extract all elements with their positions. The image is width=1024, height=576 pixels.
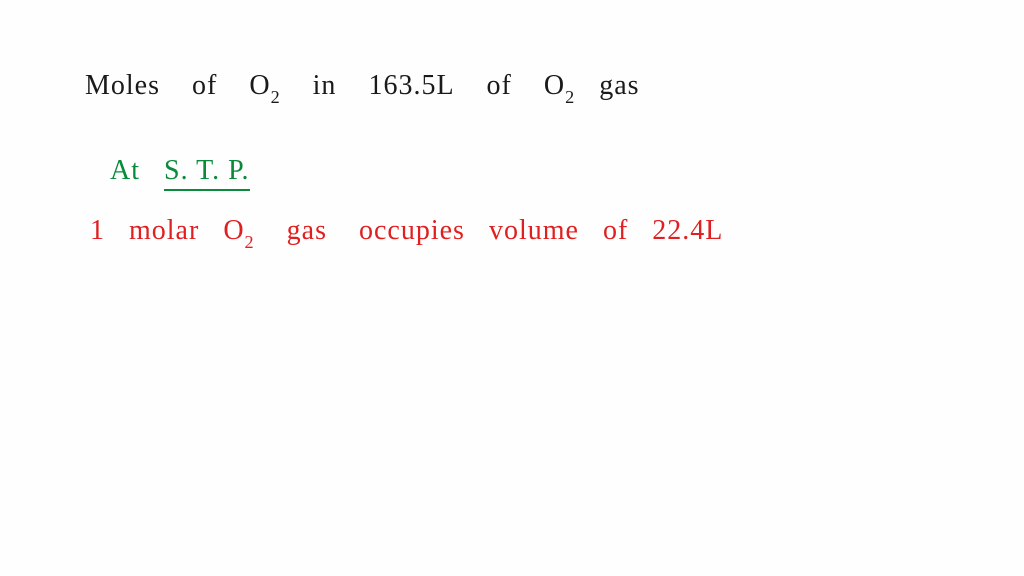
word-of1: of bbox=[192, 70, 217, 102]
word-stp-underlined: S. T. P. bbox=[164, 155, 250, 191]
word-224l: 22.4L bbox=[652, 215, 723, 247]
word-moles: Moles bbox=[85, 70, 160, 102]
o-letter1: O bbox=[249, 70, 270, 101]
word-volume: volume bbox=[489, 215, 579, 247]
word-o2-3: O2 bbox=[223, 215, 254, 251]
line-moles-question: Moles of O2 in 163.5L of O2 gas bbox=[85, 70, 640, 106]
word-occupies: occupies bbox=[359, 215, 465, 247]
word-o2-1: O2 bbox=[249, 70, 280, 106]
o-letter2: O bbox=[544, 70, 565, 101]
line-stp: At S. T. P. bbox=[110, 155, 250, 191]
word-gas1: gas bbox=[599, 70, 639, 102]
word-volume1: 163.5L bbox=[368, 70, 454, 102]
sub-2-2: 2 bbox=[565, 87, 575, 107]
word-gas2: gas bbox=[287, 215, 327, 247]
line-molar-volume: 1 molar O2 gas occupies volume of 22.4L bbox=[90, 215, 723, 251]
word-o2-2: O2 bbox=[544, 70, 575, 106]
word-in: in bbox=[313, 70, 337, 102]
word-of2: of bbox=[487, 70, 512, 102]
o-letter3: O bbox=[223, 215, 244, 246]
word-of3: of bbox=[603, 215, 628, 247]
sub-2-1: 2 bbox=[271, 87, 281, 107]
word-molar: molar bbox=[129, 215, 199, 247]
sub-2-3: 2 bbox=[245, 232, 255, 252]
word-at: At bbox=[110, 155, 140, 187]
word-1: 1 bbox=[90, 215, 105, 247]
